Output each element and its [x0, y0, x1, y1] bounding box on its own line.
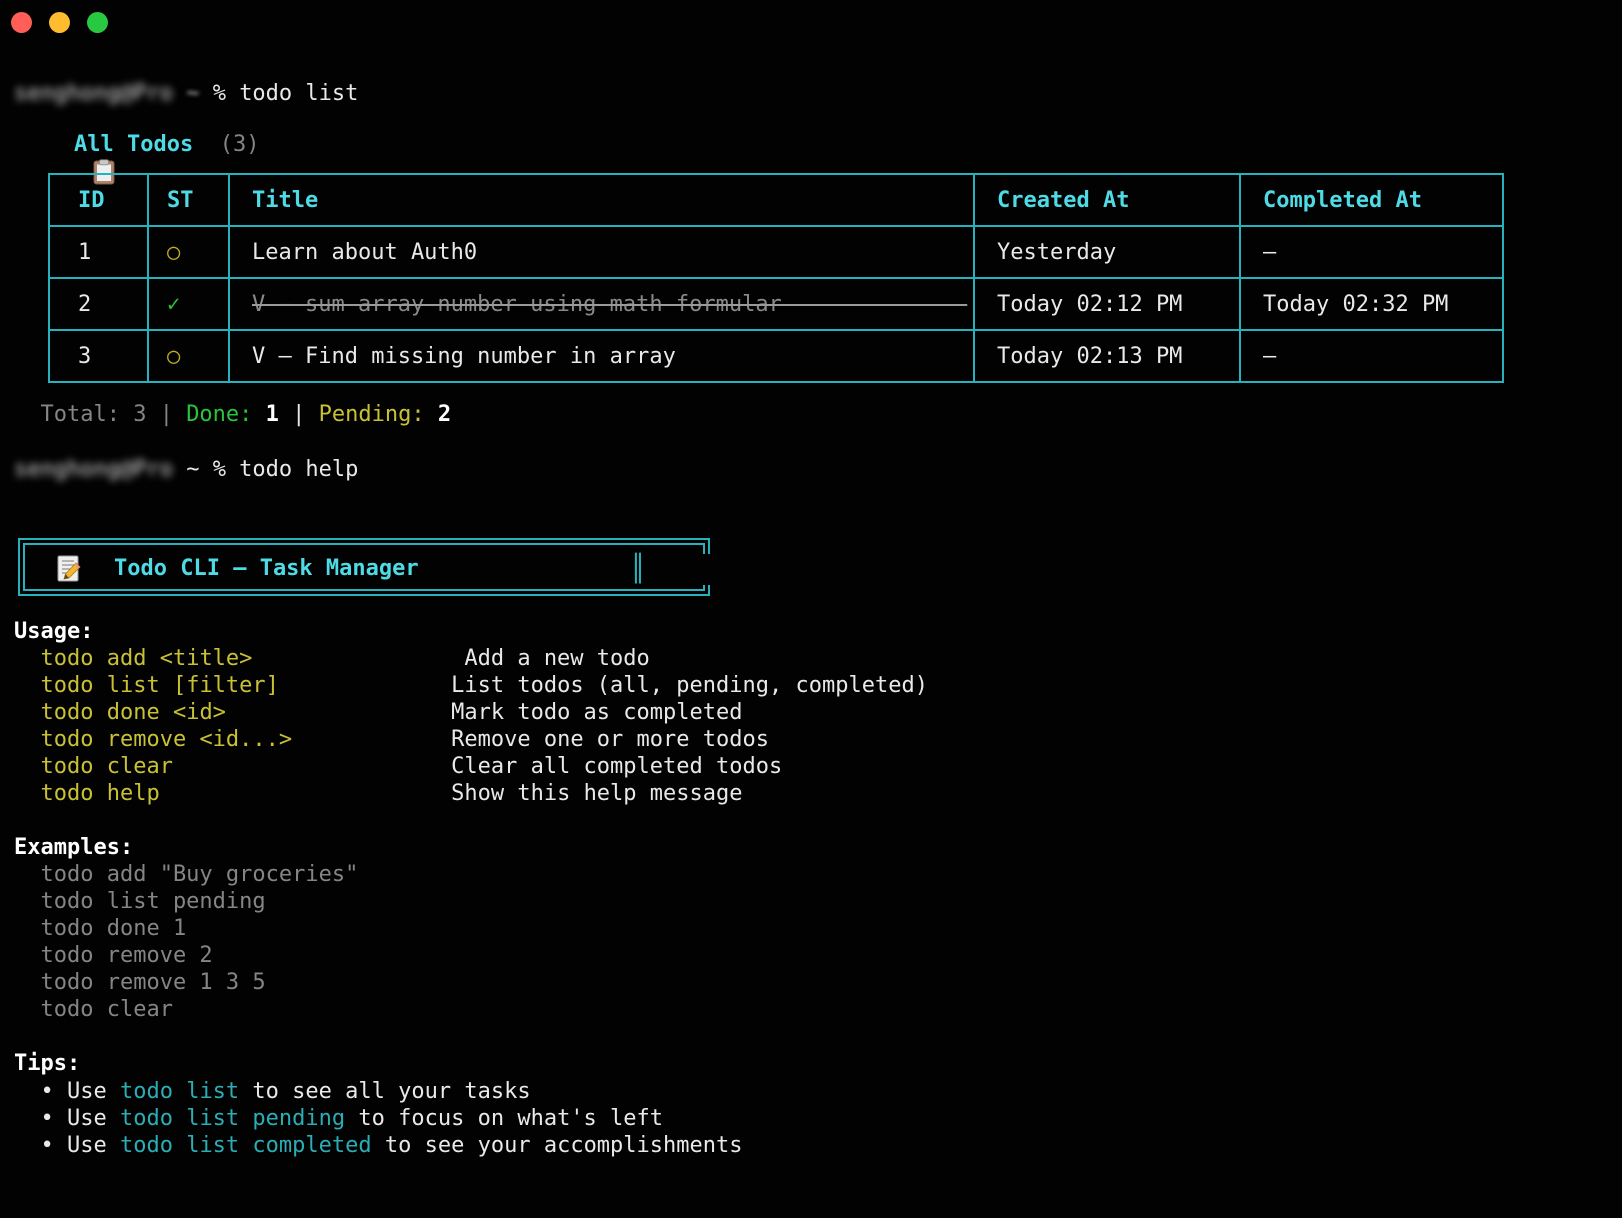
prompt-line-todo-list: senghong@Pro ~ % todo list	[14, 81, 359, 106]
help-line: todo add "Buy groceries"	[14, 862, 359, 887]
help-line: todo remove 1 3 5	[14, 970, 266, 995]
examples-heading: Examples:	[14, 835, 134, 860]
help-line: todo clear Clear all completed todos	[40, 754, 783, 779]
status-icon: ○	[147, 329, 230, 383]
help-line: todo remove 2	[14, 943, 213, 968]
tips-heading: Tips:	[14, 1051, 81, 1076]
help-line: todo remove <id...> Remove one or more t…	[40, 727, 770, 752]
help-line: • Use todo list completed to see your ac…	[14, 1133, 743, 1158]
usage-heading: Usage:	[14, 619, 94, 644]
help-line: todo list pending	[14, 889, 266, 914]
column-header-completed: Completed At	[1239, 173, 1504, 227]
cell-id: 3	[48, 329, 149, 383]
close-button[interactable]	[11, 12, 32, 33]
cell-completed: —	[1239, 225, 1504, 279]
banner-border-gap	[698, 554, 711, 585]
todo-table-body: 1 ○ Learn about Auth0 Yesterday —2 ✓ V — sum a…	[48, 225, 1504, 383]
help-line: todo clear	[14, 997, 173, 1022]
all-todos-header: All Todos (3)	[14, 131, 260, 184]
todo-table: ID ST Title Created At Completed At 1 ○ Le…	[48, 173, 1504, 383]
cell-completed: —	[1239, 329, 1504, 383]
column-header-id: ID	[48, 173, 149, 227]
cell-created: Today 02:13 PM	[973, 329, 1241, 383]
table-header-row: ID ST Title Created At Completed At	[48, 173, 1504, 227]
banner-title: Todo CLI — Task Manager	[114, 556, 419, 581]
column-header-st: ST	[147, 173, 230, 227]
table-row: 2 ✓ V — sum array number using math formul…	[48, 277, 1504, 331]
cell-created: Yesterday	[973, 225, 1241, 279]
help-line: • Use todo list pending to focus on what…	[14, 1106, 664, 1131]
status-icon: ✓	[147, 277, 230, 331]
cell-title: V — Find missing number in array	[228, 329, 975, 383]
summary-line: Total: 3 | Done: 1 | Pending: 2	[14, 402, 452, 427]
zoom-button[interactable]	[87, 12, 108, 33]
cell-created: Today 02:12 PM	[973, 277, 1241, 331]
prompt-line-todo-help: senghong@Pro ~ % todo help	[14, 457, 359, 482]
column-header-created: Created At	[973, 173, 1241, 227]
all-todos-segments: All Todos (3)	[74, 132, 260, 157]
minimize-button[interactable]	[49, 12, 70, 33]
column-header-title: Title	[228, 173, 975, 227]
help-line: todo done 1	[14, 916, 187, 941]
help-line: todo done <id> Mark todo as completed	[40, 700, 743, 725]
cell-id: 1	[48, 225, 149, 279]
status-icon: ○	[147, 225, 230, 279]
help-line: todo add <title> Add a new todo	[40, 646, 650, 671]
window-controls	[11, 12, 108, 33]
cell-title: V — sum array number using math formular	[228, 277, 975, 331]
cell-completed: Today 02:32 PM	[1239, 277, 1504, 331]
cell-title: Learn about Auth0	[228, 225, 975, 279]
help-line: todo help Show this help message	[40, 781, 743, 806]
banner-stray-border-glyph: ║	[630, 554, 646, 584]
cell-id: 2	[48, 277, 149, 331]
memo-icon	[56, 555, 82, 583]
help-line: • Use todo list to see all your tasks	[14, 1079, 531, 1104]
clipboard-icon	[40, 132, 115, 184]
help-line: todo list [filter] List todos (all, pend…	[40, 673, 928, 698]
table-row: 3 ○ V — Find missing number in array Today …	[48, 329, 1504, 383]
table-row: 1 ○ Learn about Auth0 Yesterday —	[48, 225, 1504, 279]
todo-cli-banner: Todo CLI — Task Manager ║	[18, 538, 711, 596]
